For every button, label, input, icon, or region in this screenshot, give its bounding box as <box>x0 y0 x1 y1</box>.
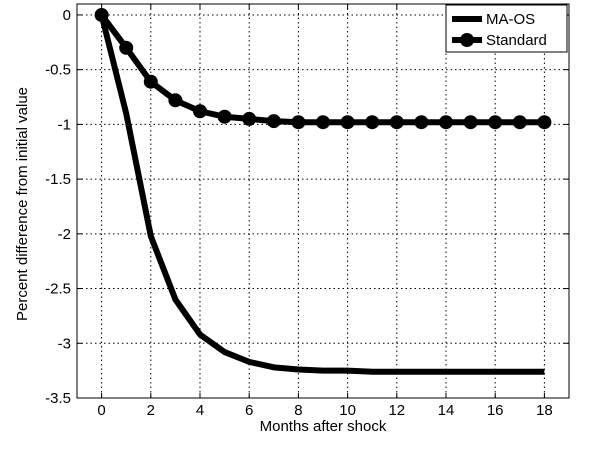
y-tick-label: -1.5 <box>45 171 71 188</box>
series-line <box>98 14 545 375</box>
x-tick-label: 12 <box>388 402 405 419</box>
x-tick-label: 16 <box>487 402 504 419</box>
data-point <box>488 115 503 130</box>
y-tick-label: 0 <box>63 7 71 24</box>
x-tick-label: 8 <box>294 402 302 419</box>
y-axis-label: Percent difference from initial value <box>14 87 31 321</box>
y-tick-label: -2.5 <box>45 281 71 298</box>
data-point <box>463 115 478 130</box>
data-point <box>389 115 404 130</box>
data-point <box>94 7 109 22</box>
data-point <box>537 115 552 130</box>
data-point <box>266 114 281 129</box>
x-tick-label: 14 <box>438 402 455 419</box>
x-tick-label: 2 <box>147 402 155 419</box>
data-point <box>439 115 453 130</box>
y-tick-label: -0.5 <box>45 62 71 79</box>
x-tick-label: 18 <box>536 402 553 419</box>
data-point <box>143 74 158 89</box>
x-tick-label: 0 <box>97 402 105 419</box>
x-tick-label: 10 <box>339 402 356 419</box>
grid <box>77 4 569 399</box>
legend: MA-OS Standard <box>445 4 568 53</box>
y-tick-label: -3 <box>58 335 71 352</box>
data-point <box>168 93 183 108</box>
data-point <box>242 111 257 126</box>
data-point <box>291 115 306 130</box>
y-tick-label: -1 <box>58 116 71 133</box>
series-layer <box>94 7 552 375</box>
y-tick-label: -3.5 <box>45 390 71 407</box>
y-tick-label: -2 <box>58 226 71 243</box>
data-point <box>119 40 134 55</box>
legend-marker <box>460 33 474 47</box>
data-point <box>340 115 355 130</box>
axis-ticks: 0 2 4 6 8 10 12 14 16 18 0 -0.5 -1 -1.5 -2 -2.5 -3 -3.5 <box>45 4 569 419</box>
data-point <box>365 115 380 130</box>
x-tick-label: 6 <box>245 402 253 419</box>
series-standard <box>94 7 552 130</box>
data-point <box>193 104 207 119</box>
x-axis-label: Months after shock <box>260 418 387 435</box>
data-point <box>512 115 527 130</box>
data-point <box>316 115 330 130</box>
legend-label: MA-OS <box>486 11 535 28</box>
data-point <box>217 109 232 124</box>
legend-label: Standard <box>486 32 547 49</box>
plot-frame <box>76 3 570 399</box>
x-tick-label: 4 <box>196 402 204 419</box>
data-point <box>414 115 429 130</box>
series-ma-os <box>98 14 545 375</box>
